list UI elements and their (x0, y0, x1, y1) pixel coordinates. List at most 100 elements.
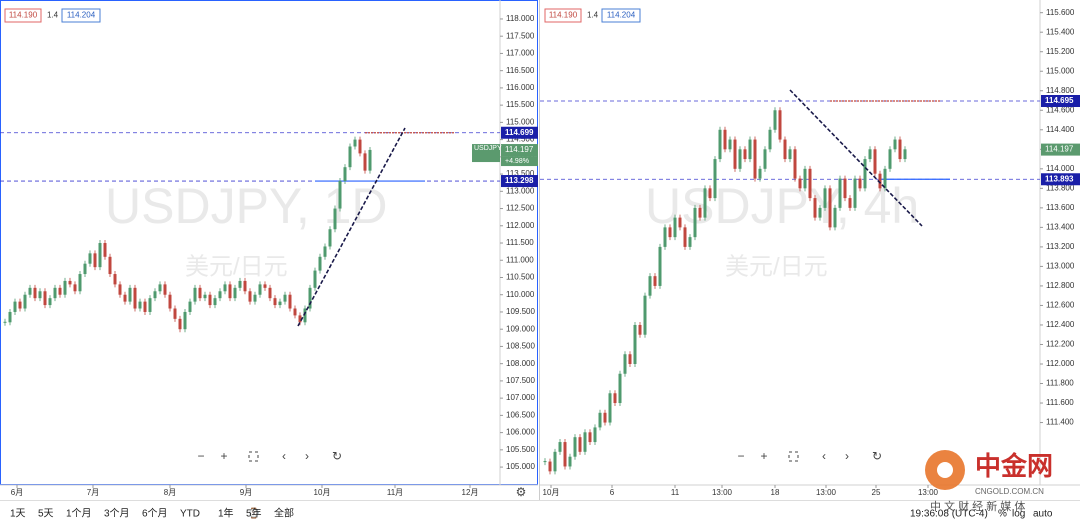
y-tick-label: 105.000 (506, 462, 535, 471)
y-tick-label: 111.400 (1046, 418, 1074, 427)
candle (578, 437, 582, 452)
candle (338, 180, 342, 209)
watermark-sub: 美元/日元 (725, 253, 828, 280)
candle (308, 287, 312, 309)
x-tick-label: 7月 (87, 488, 99, 497)
candle (668, 227, 672, 238)
change-box (501, 156, 538, 167)
range-button[interactable]: 1个月 (66, 508, 92, 520)
y-tick-label: 112.400 (1046, 320, 1075, 329)
y-tick-label: 112.000 (506, 221, 535, 230)
scroll-left[interactable]: ‹ (282, 449, 286, 463)
scroll-right[interactable]: › (305, 449, 309, 463)
candle (278, 301, 282, 306)
y-tick-label: 111.600 (1046, 398, 1074, 407)
candle (158, 284, 162, 292)
candle (273, 298, 277, 306)
symbol-badge (472, 144, 500, 163)
x-tick-label: 10月 (314, 488, 331, 497)
level-label-box (1041, 173, 1080, 186)
candle (633, 324, 637, 364)
candle (873, 149, 877, 174)
trend-line (297, 127, 406, 327)
reset-zoom[interactable] (248, 451, 259, 462)
candle (758, 168, 762, 179)
range-button[interactable]: 1天 (10, 509, 26, 520)
zoom-in[interactable]: + (760, 449, 767, 463)
divider (539, 0, 540, 500)
candle (628, 354, 632, 364)
candle (93, 253, 97, 268)
candle (148, 298, 152, 312)
auto-toggle[interactable]: auto (1033, 509, 1053, 520)
candle (198, 287, 202, 299)
reset[interactable]: ↻ (332, 449, 342, 463)
candle (183, 311, 187, 330)
range-button[interactable]: 全部 (274, 507, 294, 520)
reset[interactable]: ↻ (872, 449, 882, 463)
candle (28, 287, 32, 295)
spread: 1.4 (587, 11, 599, 20)
candle (838, 178, 842, 208)
candle (798, 178, 802, 189)
log-toggle[interactable]: log (1012, 509, 1025, 520)
y-tick-label: 115.600 (1046, 8, 1075, 17)
candle (33, 287, 37, 299)
scroll-left[interactable]: ‹ (822, 449, 826, 463)
candle (638, 324, 642, 335)
candle (783, 139, 787, 160)
level-label-box (1041, 95, 1080, 108)
scroll-right[interactable]: › (845, 449, 849, 463)
candle (828, 188, 832, 228)
y-tick-label: 112.500 (506, 204, 535, 213)
candle (893, 139, 897, 150)
candle (613, 393, 617, 404)
candle (733, 139, 737, 169)
level-label: 114.699 (505, 128, 534, 137)
range-button[interactable]: 6个月 (142, 508, 168, 520)
range-button[interactable]: 1年 (218, 507, 234, 520)
candle (583, 432, 587, 452)
candle (598, 412, 602, 428)
range-button[interactable]: YTD (180, 509, 200, 520)
candle (748, 139, 752, 160)
percent-toggle[interactable]: % (998, 509, 1007, 520)
candle (883, 168, 887, 189)
candle (303, 308, 307, 323)
candle (753, 139, 757, 179)
range-button[interactable]: 5年 (246, 507, 262, 520)
bid: 114.190 (549, 11, 578, 20)
candle (53, 287, 57, 299)
candle (343, 167, 347, 181)
y-tick-label: 112.800 (1046, 281, 1075, 290)
calendar-icon[interactable]: ⌚ (248, 507, 260, 520)
range-button[interactable]: 3个月 (104, 508, 130, 520)
zoom-out[interactable]: − (737, 449, 744, 463)
reset-zoom[interactable] (788, 451, 799, 462)
candle (803, 168, 807, 189)
candle (678, 217, 682, 228)
y-tick-label: 113.200 (1046, 242, 1075, 251)
candle (3, 321, 7, 323)
zoom-in[interactable]: + (220, 449, 227, 463)
logo-dot (937, 462, 953, 478)
zoom-out[interactable]: − (197, 449, 204, 463)
logo: 中金网 CNGOLD.COM.CN 中 文 财 经 新 媒 体 (925, 450, 1053, 513)
candle (703, 188, 707, 218)
candle (718, 129, 722, 160)
candle (593, 427, 597, 443)
candle (163, 284, 167, 295)
candle (898, 139, 902, 160)
candle (23, 294, 27, 309)
toolbar-border (0, 500, 1080, 501)
candle (603, 412, 607, 423)
range-button[interactable]: 5天 (38, 509, 54, 520)
candle (848, 198, 852, 208)
candle (43, 291, 47, 306)
candle (553, 451, 557, 472)
bid: 114.190 (9, 11, 38, 20)
settings-gear[interactable]: ⚙ (516, 485, 527, 499)
candle (313, 270, 317, 288)
candle (558, 442, 562, 452)
